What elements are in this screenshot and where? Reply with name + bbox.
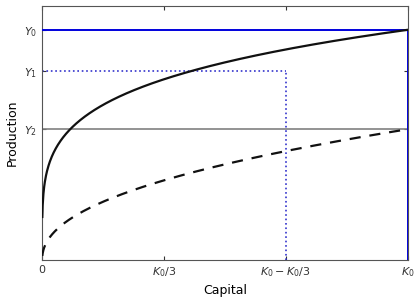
Y-axis label: Production: Production: [5, 100, 18, 166]
X-axis label: Capital: Capital: [203, 285, 247, 298]
